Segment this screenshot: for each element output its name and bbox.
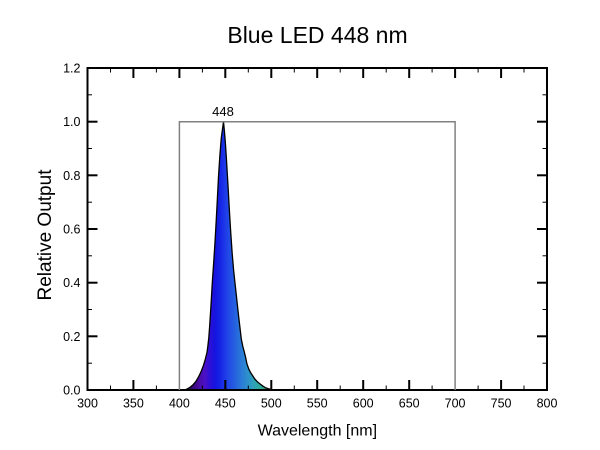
svg-text:650: 650 xyxy=(399,397,420,411)
svg-text:448: 448 xyxy=(212,104,234,119)
svg-text:1.0: 1.0 xyxy=(63,115,80,129)
svg-text:800: 800 xyxy=(537,397,558,411)
svg-text:0.2: 0.2 xyxy=(63,330,80,344)
svg-text:0.4: 0.4 xyxy=(63,276,80,290)
svg-text:Relative Output: Relative Output xyxy=(35,169,56,301)
svg-text:0.0: 0.0 xyxy=(63,384,80,398)
svg-text:350: 350 xyxy=(123,397,144,411)
svg-text:0.6: 0.6 xyxy=(63,223,80,237)
svg-text:0.8: 0.8 xyxy=(63,169,80,183)
svg-text:Wavelength [nm]: Wavelength [nm] xyxy=(258,423,377,440)
svg-text:400: 400 xyxy=(169,397,190,411)
svg-text:1.2: 1.2 xyxy=(63,62,80,76)
svg-text:750: 750 xyxy=(491,397,512,411)
svg-text:Blue LED 448 nm: Blue LED 448 nm xyxy=(227,22,407,48)
svg-text:500: 500 xyxy=(261,397,282,411)
svg-text:600: 600 xyxy=(353,397,374,411)
svg-text:300: 300 xyxy=(77,397,98,411)
svg-text:550: 550 xyxy=(307,397,328,411)
svg-text:700: 700 xyxy=(445,397,466,411)
svg-text:450: 450 xyxy=(215,397,236,411)
